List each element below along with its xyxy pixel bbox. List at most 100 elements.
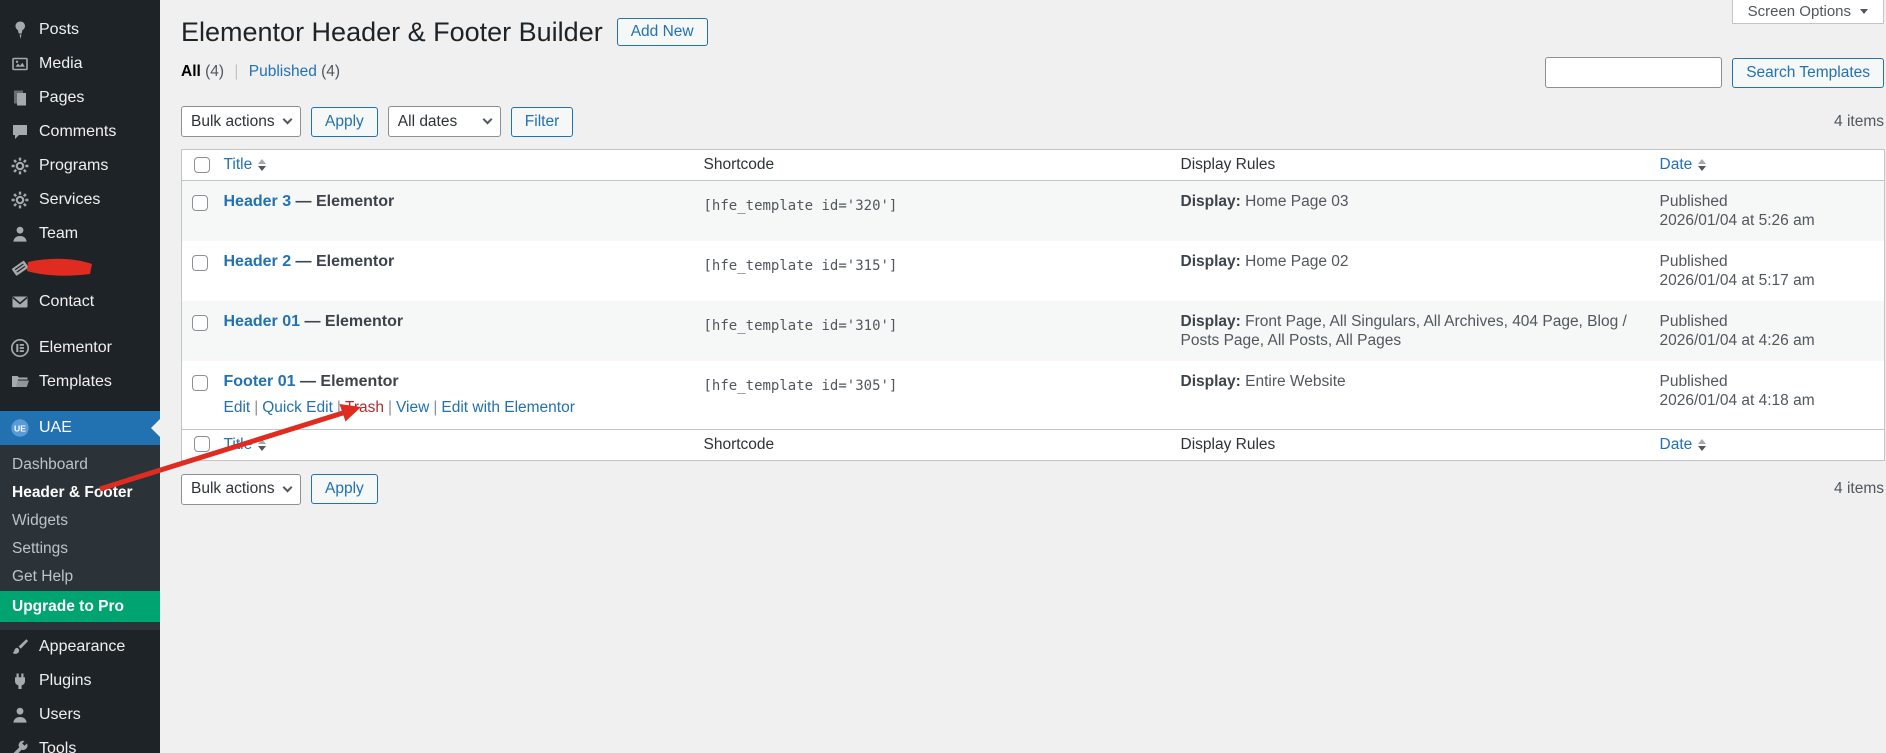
status-filter-links: All (4) | Published (4) [181, 63, 1884, 81]
view-link[interactable]: View [396, 399, 430, 416]
row-title-suffix: — Elementor [300, 313, 404, 330]
sidebar-item-uae[interactable]: UAE [0, 411, 160, 445]
select-all-checkbox[interactable] [194, 156, 210, 173]
bulk-actions-select[interactable]: Bulk actions [181, 106, 301, 137]
uae-submenu: Dashboard Header & Footer Widgets Settin… [0, 445, 160, 630]
pin-icon [10, 20, 30, 40]
row-checkbox[interactable] [192, 374, 208, 391]
sidebar-subitem-widgets[interactable]: Widgets [12, 512, 68, 529]
sidebar-item-label: Services [39, 191, 101, 208]
sidebar-item-label: Contact [39, 293, 95, 310]
sidebar-item-tools[interactable]: Tools [0, 732, 160, 753]
sidebar-item-programs[interactable]: Programs [0, 149, 160, 183]
all-dates-value: All dates [397, 112, 458, 130]
row-actions: Edit | Quick Edit | Trash | View | Edit with Ele… [223, 399, 575, 416]
sidebar-item-label: Team [39, 225, 79, 242]
sidebar-subitem-get-help[interactable]: Get Help [12, 568, 74, 585]
sidebar-item-label: Blocks [39, 259, 87, 276]
row-date: Published 2026/01/04 at 4:26 am [1659, 313, 1815, 349]
filter-button[interactable]: Filter [510, 106, 574, 137]
column-header-display-rules: Display Rules [1180, 156, 1276, 173]
row-checkbox[interactable] [192, 314, 208, 331]
trash-link[interactable]: Trash [344, 399, 384, 416]
edit-link[interactable]: Edit [223, 399, 251, 416]
column-footer-date[interactable]: Date [1660, 436, 1707, 454]
row-display-rules: Display: Home Page 03 [1180, 193, 1349, 210]
sidebar-item-users[interactable]: Users [0, 698, 160, 732]
row-date: Published 2026/01/04 at 5:26 am [1659, 193, 1815, 229]
row-title-suffix: — Elementor [291, 253, 395, 270]
sidebar-item-pages[interactable]: Pages [0, 81, 160, 115]
sidebar-item-label: Templates [39, 373, 112, 390]
sort-icon [1698, 438, 1707, 451]
sidebar-subitem-dashboard[interactable]: Dashboard [12, 456, 88, 473]
column-footer-display-rules: Display Rules [1180, 435, 1276, 453]
column-header-shortcode: Shortcode [703, 156, 775, 173]
sidebar-item-team[interactable]: Team [0, 217, 160, 251]
sidebar-item-templates[interactable]: Templates [0, 365, 160, 399]
sidebar-separator [0, 319, 160, 331]
sidebar-item-contact[interactable]: Contact [0, 285, 160, 319]
sidebar-subitem-upgrade-to-pro[interactable]: Upgrade to Pro [0, 591, 160, 622]
bulk-actions-value: Bulk actions [191, 112, 275, 130]
sidebar-subitem-header-footer[interactable]: Header & Footer [12, 484, 133, 501]
row-shortcode: [hfe_template id='320'] [703, 198, 898, 214]
all-dates-select[interactable]: All dates [387, 106, 501, 137]
sort-icon [1698, 159, 1707, 171]
column-header-date[interactable]: Date [1660, 156, 1707, 174]
chevron-down-icon [1860, 9, 1868, 14]
sort-icon [258, 438, 267, 451]
table-row: Header 2 — Elementor [hfe_template id='3… [182, 241, 1885, 301]
sidebar-item-plugins[interactable]: Plugins [0, 664, 160, 698]
row-title-suffix: — Elementor [295, 373, 399, 390]
add-new-button[interactable]: Add New [616, 18, 708, 46]
edit-with-elementor-link[interactable]: Edit with Elementor [441, 399, 575, 416]
sidebar-subitem-settings[interactable]: Settings [12, 540, 69, 557]
table-row: Header 3 — Elementor [hfe_template id='3… [181, 180, 1885, 241]
templates-table: Title Shortcode Display Rules Date Heade… [181, 149, 1885, 461]
items-count: 4 items [1834, 112, 1884, 130]
search-templates-input[interactable] [1545, 57, 1723, 88]
block-icon [10, 258, 30, 278]
wrench-icon [10, 739, 30, 753]
row-checkbox[interactable] [192, 254, 208, 271]
bulk-actions-value: Bulk actions [191, 480, 275, 497]
bottom-toolbar: Bulk actions Apply 4 items [181, 473, 1884, 505]
gear-icon [10, 156, 30, 176]
sidebar-item-media[interactable]: Media [0, 47, 160, 81]
filter-all-link[interactable]: All [181, 63, 201, 80]
filter-published-link[interactable]: Published [248, 63, 317, 80]
apply-button[interactable]: Apply [311, 106, 378, 137]
bulk-actions-select-bottom[interactable]: Bulk actions [181, 473, 301, 505]
sidebar-item-blocks[interactable]: Blocks [0, 251, 160, 285]
search-templates-button[interactable]: Search Templates [1732, 57, 1884, 88]
sidebar-item-elementor[interactable]: Elementor [0, 331, 160, 365]
row-display-rules: Display: Entire Website [1180, 373, 1346, 390]
sidebar-item-label: Plugins [39, 672, 92, 689]
row-date: Published 2026/01/04 at 4:18 am [1659, 373, 1815, 409]
sidebar-item-services[interactable]: Services [0, 183, 160, 217]
pages-icon [10, 88, 30, 108]
quick-edit-link[interactable]: Quick Edit [262, 399, 333, 416]
row-title-link[interactable]: Header 3 [223, 193, 292, 210]
page-title: Elementor Header & Footer Builder [181, 16, 603, 47]
select-all-checkbox[interactable] [194, 436, 210, 453]
sidebar-item-appearance[interactable]: Appearance [0, 630, 160, 664]
sidebar-item-label: Posts [39, 21, 80, 38]
column-footer-title[interactable]: Title [224, 436, 267, 454]
filter-published-count: (4) [321, 63, 341, 80]
sidebar-item-comments[interactable]: Comments [0, 115, 160, 149]
column-header-title[interactable]: Title [224, 156, 267, 174]
row-checkbox[interactable] [192, 194, 208, 211]
sidebar-item-posts[interactable]: Posts [0, 13, 160, 47]
screen-options-tab[interactable]: Screen Options [1731, 0, 1884, 24]
apply-button-bottom[interactable]: Apply [311, 474, 378, 504]
row-title-link[interactable]: Header 2 [223, 253, 292, 270]
row-title-link[interactable]: Header 01 [223, 313, 301, 330]
sidebar-item-label: Appearance [39, 638, 126, 655]
admin-sidebar: Posts Media Pages Comments Programs Serv… [0, 0, 160, 753]
row-title-link[interactable]: Footer 01 [223, 373, 296, 390]
column-footer-shortcode: Shortcode [703, 435, 775, 453]
table-row: Footer 01 — Elementor Edit | Quick Edit | Tr… [182, 361, 1885, 429]
elementor-icon [10, 338, 30, 358]
